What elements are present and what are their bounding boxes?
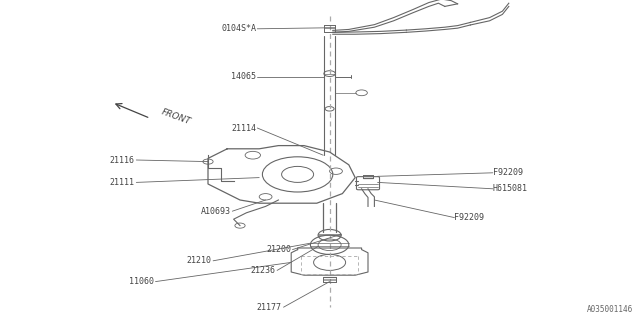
Text: FRONT: FRONT [160,107,192,126]
Text: 21210: 21210 [186,256,211,265]
Text: 14065: 14065 [231,72,256,81]
Text: 21236: 21236 [250,266,275,275]
Text: 21116: 21116 [109,156,134,164]
Text: A10693: A10693 [200,207,230,216]
Text: F92209: F92209 [493,168,523,177]
Text: A035001146: A035001146 [588,305,634,314]
Text: 21200: 21200 [266,245,291,254]
Text: 21177: 21177 [257,303,282,312]
Text: 21111: 21111 [109,178,134,187]
Text: H615081: H615081 [493,184,528,193]
Text: 0104S*A: 0104S*A [221,24,256,33]
Text: 11060: 11060 [129,277,154,286]
Text: 21114: 21114 [231,124,256,132]
Text: F92209: F92209 [454,213,484,222]
